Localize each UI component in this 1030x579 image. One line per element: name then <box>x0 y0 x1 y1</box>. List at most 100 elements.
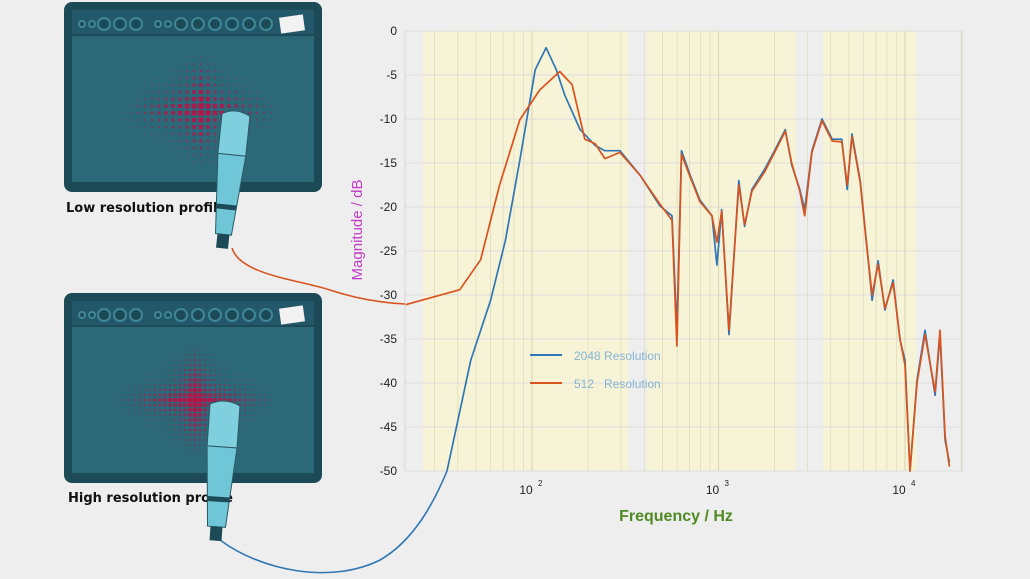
pattern-cell <box>234 374 236 376</box>
pattern-cell <box>208 388 212 392</box>
knob-icon <box>129 17 143 31</box>
pattern-cell <box>213 118 217 122</box>
pattern-cell <box>204 444 206 446</box>
pattern-cell <box>165 140 167 142</box>
pattern-cell <box>130 119 132 121</box>
pattern-cell <box>264 404 266 406</box>
pattern-cell <box>227 104 231 108</box>
knob-icon <box>97 308 111 322</box>
pattern-cell <box>171 125 175 129</box>
pattern-cell <box>179 154 181 156</box>
pattern-cell <box>194 354 196 356</box>
pattern-cell <box>124 414 126 416</box>
pattern-cell <box>205 96 211 102</box>
pattern-cell <box>220 83 224 87</box>
pattern-cell <box>199 454 201 456</box>
pattern-cell <box>219 374 221 376</box>
knob-icon <box>225 308 239 322</box>
pattern-cell <box>254 384 256 386</box>
pattern-cell <box>179 63 181 65</box>
pattern-cell <box>228 398 232 402</box>
pattern-cell <box>185 83 189 87</box>
pattern-cell <box>149 409 151 411</box>
pattern-cell <box>184 434 186 436</box>
pattern-cell <box>188 423 192 427</box>
pattern-cell <box>192 139 196 143</box>
pattern-cell <box>138 398 142 402</box>
pattern-cell <box>191 117 197 123</box>
pattern-cell <box>191 96 197 102</box>
knob-icon <box>174 17 188 31</box>
pattern-cell <box>203 408 207 412</box>
pattern-cell <box>150 104 154 108</box>
pattern-cell <box>204 454 206 456</box>
pattern-cell <box>274 399 276 401</box>
pattern-cell <box>193 154 195 156</box>
pattern-cell <box>178 118 182 122</box>
pattern-cell <box>164 419 166 421</box>
pattern-cell <box>172 84 174 86</box>
pattern-cell <box>209 359 211 361</box>
pattern-cell <box>194 344 196 346</box>
pattern-cell <box>256 91 258 93</box>
pattern-cell <box>259 414 261 416</box>
pattern-cell <box>179 434 181 436</box>
pattern-cell <box>134 414 136 416</box>
pattern-cell <box>259 384 261 386</box>
pattern-cell <box>259 404 261 406</box>
knob-icon <box>259 308 273 322</box>
x-tick-labels: 10 2 10 3 10 4 <box>519 479 916 497</box>
pattern-cell <box>137 126 139 128</box>
pattern-cell <box>144 91 146 93</box>
x-tick-label: 10 <box>892 483 906 497</box>
pattern-cell <box>183 373 187 377</box>
pattern-cell <box>174 374 176 376</box>
pattern-cell <box>143 104 147 108</box>
pattern-cell <box>228 77 230 79</box>
pattern-cell <box>179 359 181 361</box>
pattern-cell <box>204 349 206 351</box>
pattern-cell <box>269 394 271 396</box>
pattern-cell <box>164 97 168 101</box>
pattern-cell <box>157 97 161 101</box>
knob-icon <box>154 20 162 28</box>
pattern-cell <box>188 413 192 417</box>
pattern-cell <box>256 98 258 100</box>
pattern-cell <box>193 418 197 422</box>
pattern-cell <box>193 56 195 58</box>
pattern-cell <box>233 398 237 402</box>
pattern-cell <box>153 398 157 402</box>
pattern-cell <box>198 378 202 382</box>
pattern-cell <box>194 444 196 446</box>
pattern-cell <box>193 363 197 367</box>
pattern-cell <box>234 104 238 108</box>
pattern-cell <box>178 83 182 87</box>
pattern-cell <box>114 404 116 406</box>
pattern-cell <box>130 112 132 114</box>
knob-icon <box>113 17 127 31</box>
pattern-cell <box>213 383 217 387</box>
pattern-cell <box>192 132 196 136</box>
pattern-cell <box>139 414 141 416</box>
pattern-cell <box>192 402 198 408</box>
pattern-cell <box>159 424 161 426</box>
pattern-cell <box>150 118 154 122</box>
pattern-cell <box>188 433 192 437</box>
pattern-cell <box>171 118 175 122</box>
pattern-cell <box>148 403 152 407</box>
pattern-cell <box>178 125 182 129</box>
y-tick-label: -5 <box>386 68 397 82</box>
pattern-cell <box>213 139 217 143</box>
pattern-cell <box>184 110 190 116</box>
pattern-cell <box>179 369 181 371</box>
pattern-cell <box>137 119 139 121</box>
pattern-cell <box>203 423 207 427</box>
pattern-cell <box>259 394 261 396</box>
pattern-cell <box>249 98 251 100</box>
pattern-cell <box>193 438 197 442</box>
pattern-cell <box>179 444 181 446</box>
pattern-cell <box>183 368 187 372</box>
pattern-cell <box>249 384 251 386</box>
pattern-cell <box>184 349 186 351</box>
pattern-cell <box>198 418 202 422</box>
